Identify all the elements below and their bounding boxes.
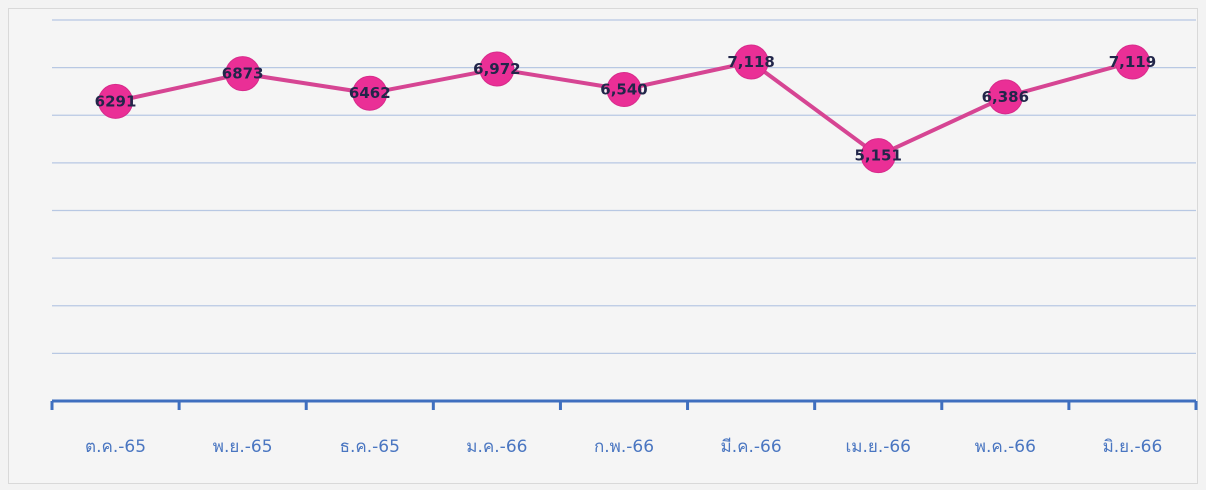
data-label: 6462 [349, 84, 391, 102]
x-tick-label: มี.ค.-66 [721, 437, 782, 457]
data-label: 6,540 [600, 81, 647, 99]
data-label: 7,119 [1109, 53, 1156, 71]
x-tick-label: ม.ค.-66 [466, 437, 527, 457]
x-tick-label: ธ.ค.-65 [340, 437, 400, 457]
data-label: 5,151 [854, 147, 901, 165]
data-label: 6,972 [473, 60, 520, 78]
x-tick-label: มิ.ย.-66 [1103, 437, 1163, 457]
x-tick-label: ต.ค.-65 [85, 437, 146, 457]
x-tick-label: พ.ย.-65 [213, 437, 273, 457]
x-tick-label: เม.ย.-66 [845, 437, 911, 457]
x-tick-label: ก.พ.-66 [594, 437, 654, 457]
data-label: 6,386 [982, 88, 1029, 106]
data-label: 7,118 [727, 53, 774, 71]
data-label: 6873 [222, 65, 264, 83]
x-tick-label: พ.ค.-66 [975, 437, 1036, 457]
data-label: 6291 [95, 92, 137, 110]
